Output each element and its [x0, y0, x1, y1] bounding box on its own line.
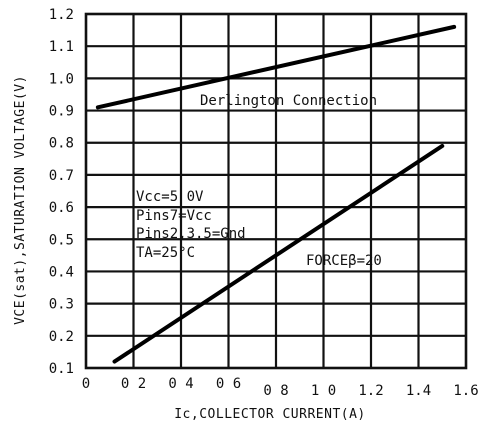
y-tick-label: 1.2 [49, 7, 74, 23]
y-tick-label: 0.9 [49, 104, 74, 120]
x-tick-label: 0 4 [168, 376, 193, 392]
x-tick-label: 0 [82, 376, 90, 392]
y-axis-ticks: 0.1 0.2 0.3 0.4 0.5 0.6 0.7 0.8 0.9 1.0 1.1 1.2 [49, 7, 74, 377]
series-label-derlington: Derlington Connection [200, 93, 377, 109]
x-axis-ticks: 0 0 2 0 4 0 6 0 8 1 0 1.2 1.4 1.6 [82, 376, 479, 399]
series-line-1 [112, 143, 445, 364]
y-tick-label: 0.7 [49, 168, 74, 184]
y-tick-label: 0.3 [49, 297, 74, 313]
y-axis-label: VCE(sat),SATURATION VOLTAGE(V) [13, 75, 28, 325]
series-layer [95, 24, 457, 364]
y-tick-label: 1.0 [49, 71, 74, 87]
y-tick-label: 0.4 [49, 264, 74, 280]
y-tick-label: 0.1 [49, 361, 74, 377]
condition-pins-gnd: Pins2,3.5=Gnd [136, 226, 246, 242]
plot-frame [84, 12, 468, 370]
conditions-annotation: Vcc=5 0V Pins7=Vcc Pins2,3.5=Gnd TA=25°C [136, 189, 246, 261]
x-tick-label: 1 0 [311, 383, 336, 399]
x-tick-label: 0 8 [263, 383, 288, 399]
x-tick-label: 0 6 [216, 376, 241, 392]
y-tick-label: 0.2 [49, 329, 74, 345]
y-tick-label: 1.1 [49, 39, 74, 55]
y-tick-label: 0.5 [49, 232, 74, 248]
x-tick-label: 1.6 [453, 383, 478, 399]
x-tick-label: 1.2 [358, 383, 383, 399]
y-tick-label: 0.6 [49, 200, 74, 216]
x-tick-label: 0 2 [121, 376, 146, 392]
condition-vcc: Vcc=5 0V [136, 189, 204, 205]
y-tick-label: 0.8 [49, 136, 74, 152]
x-axis-label: Ic,COLLECTOR CURRENT(A) [174, 407, 366, 422]
condition-pin7: Pins7=Vcc [136, 208, 212, 224]
x-tick-label: 1.4 [406, 383, 431, 399]
series-label-force-beta: FORCEβ=20 [306, 253, 382, 269]
series-line-0 [95, 24, 457, 110]
condition-temperature: TA=25°C [136, 245, 195, 261]
